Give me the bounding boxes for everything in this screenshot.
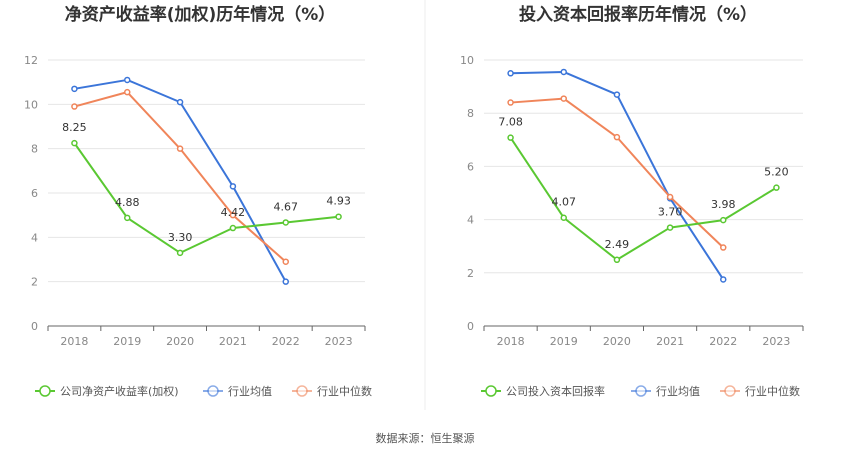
data-label: 3.98	[711, 198, 736, 211]
data-label: 8.25	[62, 121, 87, 134]
x-tick-label: 2020	[166, 335, 194, 348]
legend-label: 行业中位数	[745, 384, 800, 398]
data-point	[720, 276, 727, 283]
data-point	[613, 91, 621, 98]
series-line-1	[509, 137, 777, 261]
data-point	[282, 278, 289, 285]
legend-marker-circle	[635, 385, 647, 397]
legend-label: 行业中位数	[317, 384, 372, 398]
y-tick-label: 2	[467, 267, 474, 280]
legend-marker-circle	[296, 385, 308, 397]
data-point	[124, 88, 131, 96]
y-tick-label: 6	[31, 187, 38, 200]
series-line-1	[73, 142, 339, 254]
data-point	[176, 249, 184, 257]
x-tick-label: 2019	[113, 335, 141, 348]
data-point	[124, 214, 131, 222]
data-label: 4.88	[115, 196, 140, 209]
data-point	[282, 219, 289, 226]
y-tick-label: 12	[24, 54, 38, 67]
data-point	[560, 214, 567, 221]
data-point	[507, 70, 514, 77]
y-tick-label: 4	[467, 214, 474, 227]
data-label: 3.70	[658, 206, 683, 219]
data-label: 7.08	[498, 116, 523, 129]
y-tick-label: 10	[460, 54, 474, 67]
data-point	[720, 244, 727, 251]
data-label: 4.07	[552, 196, 577, 209]
data-point	[613, 256, 621, 264]
data-point	[335, 213, 342, 220]
data-point	[229, 183, 237, 190]
y-tick-label: 8	[467, 107, 474, 120]
x-tick-label: 2018	[60, 335, 88, 348]
y-tick-label: 6	[467, 160, 474, 173]
data-point	[613, 133, 621, 141]
y-tick-label: 10	[24, 98, 38, 111]
x-tick-label: 2021	[656, 335, 684, 348]
data-source: 数据来源：恒生聚源	[376, 431, 475, 445]
data-label: 2.49	[605, 238, 630, 251]
data-point	[666, 224, 674, 231]
data-point	[666, 193, 674, 201]
data-point	[176, 98, 184, 106]
x-tick-label: 2022	[709, 335, 737, 348]
data-point	[560, 68, 567, 76]
data-point	[71, 139, 78, 147]
x-tick-label: 2023	[762, 335, 790, 348]
data-point	[773, 184, 780, 191]
x-tick-label: 2023	[325, 335, 353, 348]
data-label: 5.20	[764, 166, 789, 179]
x-tick-label: 2019	[550, 335, 578, 348]
legend-marker-circle	[724, 385, 736, 397]
y-tick-label: 2	[31, 276, 38, 289]
data-point	[229, 211, 237, 219]
data-point	[176, 145, 184, 152]
data-point	[71, 103, 78, 110]
data-point	[282, 258, 289, 265]
x-tick-label: 2018	[497, 335, 525, 348]
x-tick-label: 2021	[219, 335, 247, 348]
x-tick-label: 2022	[272, 335, 300, 348]
legend-label: 公司投入资本回报率	[506, 384, 605, 398]
data-point	[560, 95, 567, 102]
data-label: 4.93	[326, 195, 351, 208]
legend-marker-circle	[39, 385, 51, 397]
y-tick-label: 0	[467, 320, 474, 333]
chart-title-1: 净资产收益率(加权)历年情况（%）	[65, 4, 336, 25]
x-tick-label: 2020	[603, 335, 631, 348]
chart-title-2: 投入资本回报率历年情况（%）	[519, 4, 757, 25]
y-tick-label: 4	[31, 231, 38, 244]
data-label: 4.42	[221, 206, 246, 219]
data-point	[507, 99, 514, 106]
data-point	[124, 76, 131, 84]
legend-marker-circle	[485, 385, 497, 397]
legend-label: 公司净资产收益率(加权)	[60, 384, 179, 398]
legend-label: 行业均值	[656, 385, 700, 398]
y-tick-label: 8	[31, 143, 38, 156]
legend-label: 行业均值	[228, 385, 272, 398]
legend-marker-circle	[207, 385, 219, 397]
data-point	[71, 85, 78, 93]
data-label: 4.67	[274, 200, 299, 213]
data-label: 3.30	[168, 231, 193, 244]
y-tick-label: 0	[31, 320, 38, 333]
data-point	[507, 134, 514, 141]
data-point	[720, 216, 727, 224]
data-point	[229, 224, 237, 232]
